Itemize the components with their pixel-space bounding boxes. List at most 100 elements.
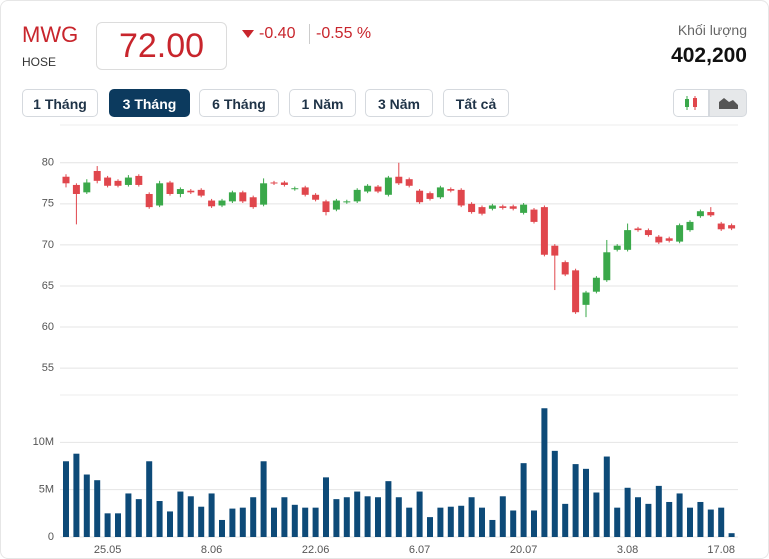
volume-bar <box>655 485 662 537</box>
candle-body <box>499 206 507 208</box>
range-button[interactable]: 1 Tháng <box>22 89 98 117</box>
range-button[interactable]: Tất cả <box>443 89 509 117</box>
volume-bar <box>229 508 236 537</box>
candle-body <box>426 193 434 199</box>
volume-bar <box>541 408 548 537</box>
range-button[interactable]: 6 Tháng <box>199 89 279 117</box>
symbol: MWG <box>22 22 79 47</box>
candle-body <box>280 182 288 185</box>
volume-bar <box>531 510 537 537</box>
candle-body <box>145 193 153 208</box>
candle-body <box>634 228 642 231</box>
volume-bar <box>676 493 683 537</box>
candle-icon-button[interactable] <box>673 89 709 117</box>
volume-bar <box>83 474 90 537</box>
range-button[interactable]: 1 Năm <box>289 89 356 117</box>
area-icon-button[interactable] <box>709 89 747 117</box>
y-tick-label: 65 <box>42 280 54 292</box>
volume-bar <box>427 517 433 537</box>
candle-body <box>322 201 330 213</box>
candle-body <box>488 205 496 209</box>
volume-bar <box>135 499 142 537</box>
x-tick-label: 8.06 <box>201 544 222 556</box>
volume-bar <box>177 491 184 537</box>
x-tick-label: 25.05 <box>94 544 122 556</box>
candle-body <box>665 238 673 241</box>
candle-body <box>582 292 590 305</box>
candle-body <box>249 197 257 208</box>
candle-body <box>717 223 725 230</box>
candle-body <box>239 192 247 202</box>
volume-bar <box>489 519 496 537</box>
volume-bar <box>260 461 267 537</box>
candle-body <box>343 201 351 203</box>
candle-body <box>561 262 569 275</box>
candle-body <box>187 190 195 193</box>
volume-bar <box>125 493 132 537</box>
volume-bar <box>73 453 80 537</box>
volume-bar <box>250 497 257 537</box>
candle-body <box>62 176 70 184</box>
volume-bar <box>63 461 69 537</box>
volume-bar <box>707 509 714 537</box>
volume-bar <box>583 468 589 537</box>
candle-body <box>405 179 413 186</box>
volume-bar <box>302 507 309 537</box>
y-tick-label: 10M <box>33 436 54 448</box>
volume-bar <box>520 463 527 537</box>
candle-body <box>457 189 465 206</box>
candle-body <box>624 230 632 250</box>
x-tick-label: 3.08 <box>617 544 638 556</box>
change: -0.40 <box>259 25 296 42</box>
separator <box>309 24 310 44</box>
volume-bar <box>156 501 163 537</box>
volume-label: Khối lượng <box>677 22 747 38</box>
volume-bar <box>728 533 735 537</box>
volume-bar <box>468 497 475 537</box>
price: 72.00 <box>96 22 227 70</box>
candle-body <box>530 209 538 222</box>
volume-bar <box>219 519 225 537</box>
area-icon <box>719 98 738 109</box>
exchange: HOSE <box>22 55 57 69</box>
y-tick-label: 70 <box>42 239 54 251</box>
volume-bar <box>333 499 340 537</box>
volume-bar <box>187 496 194 537</box>
volume-bar <box>146 461 153 537</box>
volume-bar <box>281 497 288 537</box>
candle-body <box>644 230 652 236</box>
candle-body <box>208 200 216 207</box>
volume: 402,200 <box>671 44 747 67</box>
volume-bar <box>343 497 350 537</box>
volume-bar <box>271 507 277 537</box>
volume-bar <box>437 507 444 537</box>
candle-body <box>332 200 340 210</box>
candle-body <box>135 175 143 185</box>
candle-body <box>197 189 205 196</box>
volume-bar <box>395 497 402 537</box>
range-button[interactable]: 3 Tháng <box>109 89 190 117</box>
candle-body <box>696 211 704 217</box>
volume-bar <box>239 507 246 537</box>
candle-body <box>384 177 392 195</box>
x-tick-label: 17.08 <box>707 544 735 556</box>
volume-bar <box>323 477 329 537</box>
candle-body <box>93 170 101 181</box>
candle-body <box>603 252 611 281</box>
range-button[interactable]: 3 Năm <box>365 89 433 117</box>
candle-body <box>374 186 382 192</box>
candle-body <box>291 188 299 190</box>
volume-bar <box>291 504 298 537</box>
volume-bar <box>447 506 454 537</box>
candle-body <box>166 182 174 194</box>
volume-bar <box>364 496 371 537</box>
candle-body <box>447 189 455 191</box>
y-tick-label: 75 <box>42 198 54 210</box>
volume-bar <box>458 505 465 537</box>
volume-bar <box>479 507 485 537</box>
candle-body <box>270 182 278 184</box>
candle-body <box>509 206 517 209</box>
volume-bar <box>718 507 725 537</box>
